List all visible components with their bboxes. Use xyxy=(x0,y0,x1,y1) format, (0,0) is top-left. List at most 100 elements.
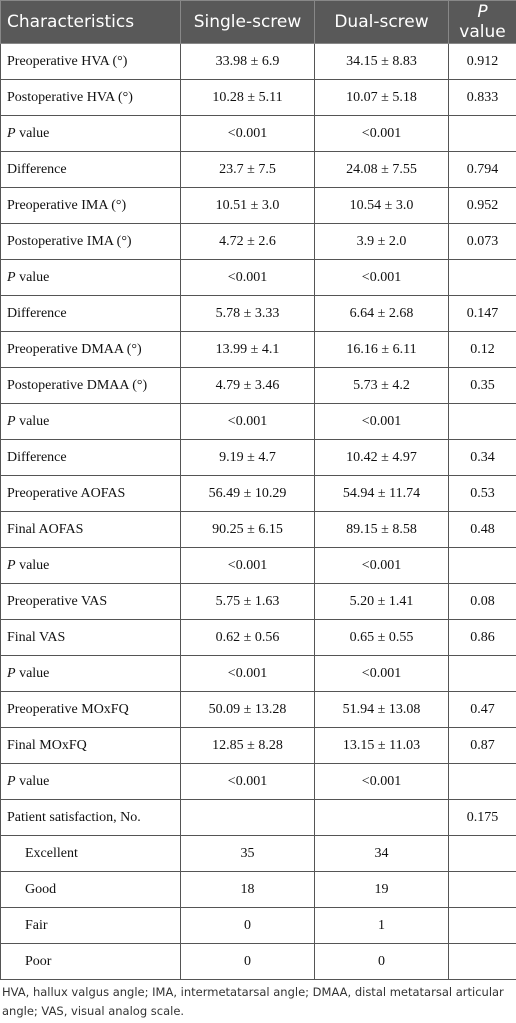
table-cell: 10.42 ± 4.97 xyxy=(314,439,449,476)
table-row: Difference 23.7 ± 7.5 24.08 ± 7.55 0.794 xyxy=(0,151,516,188)
table-cell: 13.15 ± 11.03 xyxy=(314,727,449,764)
table-cell xyxy=(448,655,516,692)
table-row: Preoperative MOxFQ 50.09 ± 13.28 51.94 ± 1… xyxy=(0,691,516,728)
table-cell: <0.001 xyxy=(180,115,315,152)
table-cell: 89.15 ± 8.58 xyxy=(314,511,449,548)
table-cell xyxy=(448,907,516,944)
table-cell: 23.7 ± 7.5 xyxy=(180,151,315,188)
table-cell: Difference xyxy=(0,439,181,476)
table-row: Preoperative IMA (°) 10.51 ± 3.0 10.54 ± 3… xyxy=(0,187,516,224)
table-row: Preoperative DMAA (°) 13.99 ± 4.1 16.16 ± … xyxy=(0,331,516,368)
table-row: Difference 9.19 ± 4.7 10.42 ± 4.97 0.34 xyxy=(0,439,516,476)
table-row: Postoperative HVA (°) 10.28 ± 5.11 10.07 ±… xyxy=(0,79,516,116)
table-cell: Preoperative VAS xyxy=(0,583,181,620)
table-cell: 50.09 ± 13.28 xyxy=(180,691,315,728)
table-cell: <0.001 xyxy=(314,763,449,800)
table-row: P value <0.001 <0.001 xyxy=(0,259,516,296)
table-cell: 0.87 xyxy=(448,727,516,764)
table-row: Preoperative VAS 5.75 ± 1.63 5.20 ± 1.41 0.… xyxy=(0,583,516,620)
table-row: P value <0.001 <0.001 xyxy=(0,115,516,152)
table-cell: Preoperative DMAA (°) xyxy=(0,331,181,368)
cell-text: value xyxy=(15,665,50,681)
table-cell: 5.78 ± 3.33 xyxy=(180,295,315,332)
table-cell: 54.94 ± 11.74 xyxy=(314,475,449,512)
header-cell: P value xyxy=(448,0,516,44)
table-row: Poor 0 0 xyxy=(0,943,516,980)
table-cell: Preoperative AOFAS xyxy=(0,475,181,512)
table-cell: 0.147 xyxy=(448,295,516,332)
table-cell: P value xyxy=(0,259,181,296)
table-row: Preoperative HVA (°) 33.98 ± 6.9 34.15 ± 8… xyxy=(0,43,516,80)
table-cell: 56.49 ± 10.29 xyxy=(180,475,315,512)
table-cell: 34.15 ± 8.83 xyxy=(314,43,449,80)
italic-letter: P xyxy=(7,773,16,789)
table-cell: 0.175 xyxy=(448,799,516,836)
table-row: Patient satisfaction, No. 0.175 xyxy=(0,799,516,836)
data-table: Characteristics Single-screw Dual-screw P v… xyxy=(0,0,516,980)
header-cell: Single-screw xyxy=(180,0,315,44)
table-row: P value <0.001 <0.001 xyxy=(0,547,516,584)
table-cell: <0.001 xyxy=(314,403,449,440)
table-cell: <0.001 xyxy=(314,259,449,296)
cell-text: value xyxy=(15,269,50,285)
table-cell: Postoperative DMAA (°) xyxy=(0,367,181,404)
table-row: Good 18 19 xyxy=(0,871,516,908)
table-cell: Final MOxFQ xyxy=(0,727,181,764)
italic-letter: P xyxy=(7,269,16,285)
table-cell: P value xyxy=(0,403,181,440)
table-cell: Fair xyxy=(0,907,181,944)
header-row: Characteristics Single-screw Dual-screw P v… xyxy=(0,0,516,44)
table-cell: 19 xyxy=(314,871,449,908)
italic-letter: P xyxy=(7,665,16,681)
table-row: Postoperative IMA (°) 4.72 ± 2.6 3.9 ± 2.0… xyxy=(0,223,516,260)
table-cell: 3.9 ± 2.0 xyxy=(314,223,449,260)
table-cell: 0 xyxy=(180,943,315,980)
table-row: Excellent 35 34 xyxy=(0,835,516,872)
italic-letter: P xyxy=(7,413,16,429)
cell-text: value xyxy=(15,413,50,429)
table-cell: 6.64 ± 2.68 xyxy=(314,295,449,332)
table-cell: 0.12 xyxy=(448,331,516,368)
table-cell: 4.79 ± 3.46 xyxy=(180,367,315,404)
table-body: Preoperative HVA (°) 33.98 ± 6.9 34.15 ± 8… xyxy=(0,43,516,980)
table-row: Final AOFAS 90.25 ± 6.15 89.15 ± 8.58 0.48 xyxy=(0,511,516,548)
table-cell: 0.62 ± 0.56 xyxy=(180,619,315,656)
table-cell: <0.001 xyxy=(180,763,315,800)
table-row: Fair 0 1 xyxy=(0,907,516,944)
table-cell: Postoperative HVA (°) xyxy=(0,79,181,116)
table-cell: <0.001 xyxy=(180,547,315,584)
table-cell: 0.47 xyxy=(448,691,516,728)
table-cell: 4.72 ± 2.6 xyxy=(180,223,315,260)
table-cell: 16.16 ± 6.11 xyxy=(314,331,449,368)
table-row: Difference 5.78 ± 3.33 6.64 ± 2.68 0.147 xyxy=(0,295,516,332)
table-cell xyxy=(448,547,516,584)
table-cell: 51.94 ± 13.08 xyxy=(314,691,449,728)
table-cell: 0.794 xyxy=(448,151,516,188)
table-row: Final VAS 0.62 ± 0.56 0.65 ± 0.55 0.86 xyxy=(0,619,516,656)
table-cell: 90.25 ± 6.15 xyxy=(180,511,315,548)
table-cell: 9.19 ± 4.7 xyxy=(180,439,315,476)
table-row: P value <0.001 <0.001 xyxy=(0,655,516,692)
table-row: Postoperative DMAA (°) 4.79 ± 3.46 5.73 ± … xyxy=(0,367,516,404)
table-cell: Preoperative IMA (°) xyxy=(0,187,181,224)
table-cell: 33.98 ± 6.9 xyxy=(180,43,315,80)
table-cell: P value xyxy=(0,655,181,692)
table-cell: 24.08 ± 7.55 xyxy=(314,151,449,188)
table-cell: P value xyxy=(0,763,181,800)
table-cell: 34 xyxy=(314,835,449,872)
cell-text: value xyxy=(15,125,50,141)
table-cell: <0.001 xyxy=(180,655,315,692)
table-cell: 0 xyxy=(180,907,315,944)
table-row: Preoperative AOFAS 56.49 ± 10.29 54.94 ± 1… xyxy=(0,475,516,512)
italic-letter: P xyxy=(7,125,16,141)
table-cell: 10.07 ± 5.18 xyxy=(314,79,449,116)
table-cell: Final AOFAS xyxy=(0,511,181,548)
italic-letter: P xyxy=(7,557,16,573)
table-cell: P value xyxy=(0,115,181,152)
table-cell xyxy=(180,799,315,836)
table-cell: Difference xyxy=(0,295,181,332)
cell-text: value xyxy=(15,773,50,789)
table-cell: <0.001 xyxy=(314,115,449,152)
table-cell: Patient satisfaction, No. xyxy=(0,799,181,836)
